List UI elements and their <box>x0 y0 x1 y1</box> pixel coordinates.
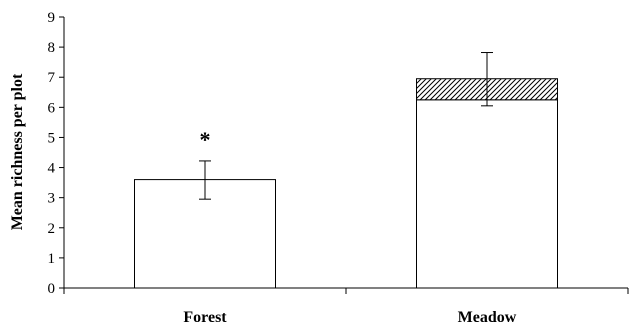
y-tick-label: 4 <box>48 161 56 177</box>
y-tick-label: 9 <box>48 10 56 26</box>
y-axis-label: Mean richness per plot <box>9 73 26 230</box>
y-tick-label: 0 <box>48 281 56 297</box>
y-tick-label: 2 <box>48 221 56 237</box>
y-tick-label: 8 <box>48 40 56 56</box>
x-tick-label-meadow: Meadow <box>458 309 517 324</box>
bar-meadow <box>416 99 558 289</box>
error-bars <box>199 52 493 200</box>
y-tick-label: 5 <box>48 130 56 146</box>
bars <box>134 78 558 289</box>
y-tick-label: 6 <box>48 100 56 116</box>
x-tick-label-forest: Forest <box>183 309 227 324</box>
y-ticks: 0 1 2 3 4 5 6 7 8 9 <box>48 10 64 297</box>
y-tick-label: 3 <box>48 191 56 207</box>
significance-marker: * <box>200 127 211 152</box>
category-labels: Forest Meadow <box>183 309 516 324</box>
y-tick-label: 1 <box>48 251 56 267</box>
annotations: * <box>200 127 211 152</box>
y-tick-label: 7 <box>48 70 56 86</box>
axes <box>63 17 629 294</box>
